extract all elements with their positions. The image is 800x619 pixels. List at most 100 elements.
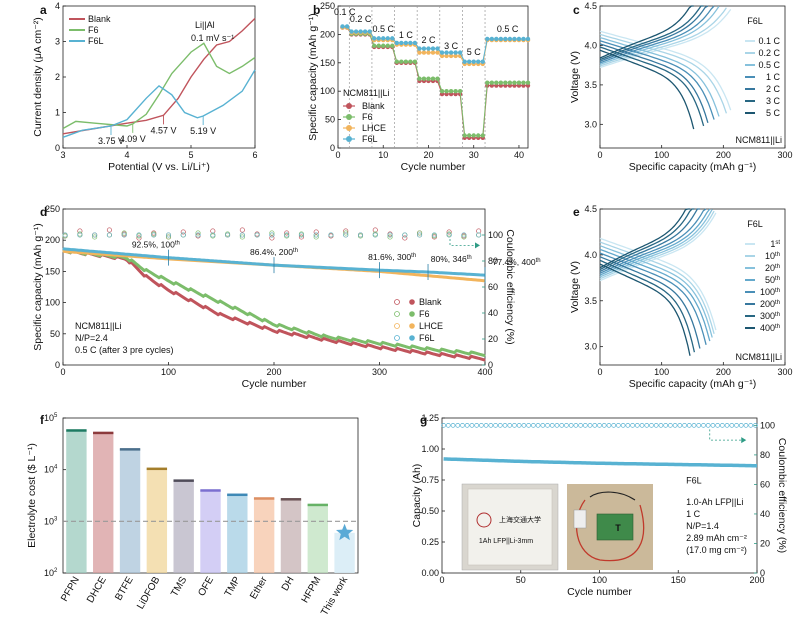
ce-point [606, 423, 612, 428]
data-point-f6 [471, 133, 476, 138]
y-tick-label: 3.5 [584, 80, 597, 90]
data-point-f6 [494, 80, 499, 85]
data-point-f6l [417, 46, 422, 51]
ce-point [507, 423, 513, 428]
ce-point-blank [446, 229, 452, 235]
bar-cap [119, 448, 141, 451]
data-point-f6 [525, 80, 531, 85]
x-tick-label: 200 [716, 150, 731, 160]
y-tick-label: 4 [55, 1, 60, 11]
ce-point-f6l [151, 232, 157, 238]
ce-point [611, 423, 617, 428]
data-point-f6l [466, 59, 472, 64]
data-point-f6 [385, 43, 390, 48]
y-tick-label: 250 [320, 1, 335, 11]
rate-label: 0.5 C [497, 24, 519, 34]
legend-label: 400th [760, 323, 780, 333]
y-tick-label: 3.5 [584, 296, 597, 306]
ce-point-f6l [298, 232, 304, 238]
ce-point [630, 423, 635, 428]
category-label: HFPM [300, 575, 324, 605]
x-tick-label: 200 [749, 575, 764, 585]
ce-point-f6 [165, 234, 172, 240]
data-point-f6l [512, 36, 517, 42]
bar-cap [227, 493, 248, 497]
x-tick-label: 40 [514, 150, 524, 160]
ce-point [516, 423, 522, 428]
ce-point [738, 423, 744, 428]
ce-point [625, 423, 631, 428]
data-point-f6l [471, 59, 476, 64]
data-point-f6l [403, 40, 409, 46]
ce-point-f6l [357, 232, 364, 238]
y-tick-label: 3 [55, 37, 60, 47]
ce-point [682, 423, 687, 428]
ce-point [710, 423, 716, 428]
category-label: This work [319, 574, 350, 617]
panel-label: e [573, 205, 580, 219]
data-point-f6l [480, 59, 485, 64]
x-tick-label: 30 [469, 150, 479, 160]
charge-curve [599, 212, 717, 282]
retention-sup: th [293, 248, 298, 254]
photo-text: 上海交通大学 [499, 515, 541, 524]
legend-ce-marker [394, 335, 400, 341]
ce-point-blank [402, 235, 408, 241]
bar-cap [253, 497, 275, 500]
legend-label: 2 C [766, 84, 781, 94]
discharge-curve [599, 259, 696, 353]
x-tick-label: 0 [439, 575, 444, 585]
x-tick-label: 20 [423, 150, 433, 160]
series-line-blank [62, 17, 256, 135]
ce-point [705, 423, 711, 428]
ce-point [597, 423, 602, 428]
data-point-f6 [503, 80, 508, 85]
category-label: LiDFOB [135, 575, 162, 612]
ce-point [743, 423, 749, 428]
y-tick-label: 200 [320, 29, 335, 39]
ce-point [497, 423, 503, 428]
legend-marker [409, 335, 415, 341]
ce-point [724, 423, 730, 428]
y-tick-label: 0.00 [421, 568, 439, 578]
data-point-f6l [426, 46, 431, 51]
ce-point-blank [269, 235, 275, 241]
data-point-lhce [426, 50, 431, 55]
capacity-series-f6 [62, 248, 486, 357]
ce-point [748, 423, 754, 428]
y-tick-label: 50 [325, 115, 335, 125]
discharge-curve [599, 33, 728, 114]
charge-curve [599, 5, 715, 64]
data-point-f6l [507, 36, 513, 42]
y-tick-label: 10 [44, 413, 54, 423]
ce-point [653, 423, 659, 428]
series-label: F6L [686, 476, 702, 486]
legend-label: 3 C [766, 96, 781, 106]
data-point-f6l [448, 50, 454, 55]
ce-point [512, 423, 517, 428]
legend-label: 1st [770, 239, 780, 249]
panel-label: g [420, 413, 427, 427]
y2-tick-label: 40 [488, 308, 498, 318]
ce-point [526, 423, 531, 428]
ce-point [445, 423, 451, 428]
data-point-f6 [466, 133, 472, 138]
ce-point-f6l [77, 232, 83, 238]
panel-title: F6L [747, 16, 763, 26]
x-tick-label: 300 [372, 367, 387, 377]
charge-curve [599, 208, 707, 274]
data-point-f6l [358, 29, 363, 34]
y-tick-label: 0 [55, 143, 60, 153]
ce-point-f6l [417, 232, 423, 238]
ce-point-f6l [372, 232, 378, 238]
x-tick-label: 400 [477, 367, 492, 377]
ce-point [639, 423, 645, 428]
legend-sup: st [775, 240, 780, 246]
y-tick-label: 4.0 [584, 40, 597, 50]
ce-point [729, 423, 735, 428]
ce-point [658, 423, 664, 428]
data-point-f6l [421, 46, 427, 51]
ce-point-f6 [269, 230, 275, 236]
annotation: Li||Al [195, 20, 215, 30]
